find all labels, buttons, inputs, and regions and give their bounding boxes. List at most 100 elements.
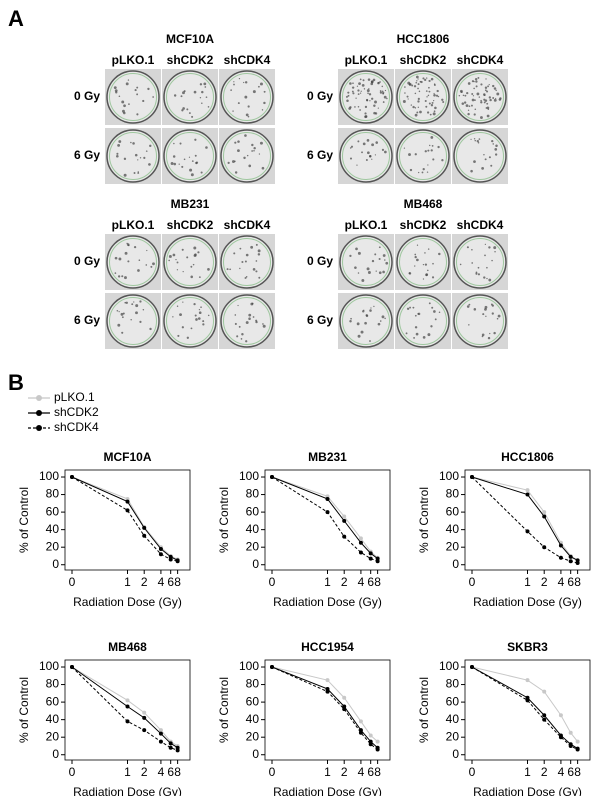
colony <box>417 83 420 86</box>
colony <box>362 142 366 146</box>
x-tick-label: 6 <box>567 765 574 779</box>
colony <box>384 317 386 320</box>
colony <box>464 94 467 97</box>
dish <box>396 129 450 183</box>
colony <box>130 319 132 321</box>
colony <box>436 89 439 93</box>
colony <box>374 154 376 156</box>
colony <box>133 171 136 174</box>
colony <box>471 92 474 95</box>
column-label: shCDK4 <box>457 53 504 67</box>
colony <box>432 112 436 116</box>
data-point <box>342 534 347 539</box>
y-tick-label: 80 <box>46 677 60 691</box>
colony <box>370 82 374 86</box>
colony <box>136 93 139 96</box>
x-axis-label: Radiation Dose (Gy) <box>473 785 582 796</box>
colony <box>486 106 490 110</box>
colony <box>487 336 491 340</box>
dish-rim <box>109 73 157 121</box>
colony <box>257 85 260 88</box>
colony <box>261 109 264 111</box>
colony <box>234 171 238 174</box>
colony <box>414 265 416 267</box>
y-tick-label: 60 <box>46 504 60 518</box>
y-tick-label: 20 <box>46 729 60 743</box>
colony <box>431 101 434 104</box>
colony <box>205 96 208 98</box>
chart-title: MCF10A <box>103 450 151 464</box>
x-tick-label: 1 <box>524 575 531 589</box>
colony <box>384 150 387 154</box>
colony <box>172 316 174 318</box>
colony <box>180 95 183 98</box>
y-tick-label: 100 <box>39 469 59 483</box>
colony <box>486 266 488 269</box>
colony <box>369 100 371 102</box>
colony <box>428 302 431 305</box>
colony <box>477 273 481 276</box>
colony <box>431 306 434 309</box>
chart-title: HCC1954 <box>301 640 354 654</box>
colony <box>408 153 411 157</box>
colony <box>202 323 205 326</box>
colony <box>345 95 348 98</box>
x-tick-label: 6 <box>567 575 574 589</box>
colony <box>352 92 355 95</box>
colony <box>481 333 485 337</box>
panel-label: A <box>8 6 24 31</box>
colony <box>414 253 417 256</box>
colony <box>432 158 435 161</box>
colony <box>118 95 121 98</box>
data-point <box>168 557 173 562</box>
colony <box>480 83 483 86</box>
colony <box>480 99 482 102</box>
colony <box>484 89 487 92</box>
colony <box>135 304 139 308</box>
colony <box>186 108 189 111</box>
x-tick-label: 0 <box>69 765 76 779</box>
colony <box>477 266 480 269</box>
dish-rim <box>223 238 271 286</box>
colony <box>145 264 148 266</box>
colony <box>414 92 417 95</box>
dish-rim <box>166 132 214 180</box>
colony <box>424 78 427 82</box>
row-label: 6 Gy <box>307 313 333 327</box>
data-point <box>542 545 547 550</box>
colony <box>349 147 352 149</box>
colony <box>422 77 425 80</box>
colony <box>375 270 377 272</box>
colony <box>371 259 375 263</box>
y-tick-label: 0 <box>52 557 59 571</box>
data-point <box>158 546 163 551</box>
colony <box>416 244 419 246</box>
colony <box>128 103 130 105</box>
colony <box>433 310 436 313</box>
colony <box>367 78 371 81</box>
colony <box>181 109 184 112</box>
colony <box>403 147 406 149</box>
colony <box>468 303 471 306</box>
column-label: shCDK2 <box>167 53 214 67</box>
colony <box>494 251 496 253</box>
colony <box>384 89 387 92</box>
colony <box>263 90 266 93</box>
data-point <box>542 717 547 722</box>
colony <box>427 149 430 152</box>
colony <box>428 90 431 93</box>
row-label: 6 Gy <box>74 148 100 162</box>
data-point <box>175 559 180 564</box>
colony <box>426 171 429 173</box>
colony <box>374 112 378 115</box>
colony <box>493 98 497 102</box>
colony <box>244 276 247 279</box>
dish <box>339 129 393 183</box>
data-point <box>125 719 130 724</box>
dish-rim <box>166 73 214 121</box>
y-tick-label: 0 <box>452 747 459 761</box>
colony <box>122 312 125 315</box>
dish <box>163 129 217 183</box>
colony <box>230 89 232 91</box>
colony <box>437 145 440 149</box>
